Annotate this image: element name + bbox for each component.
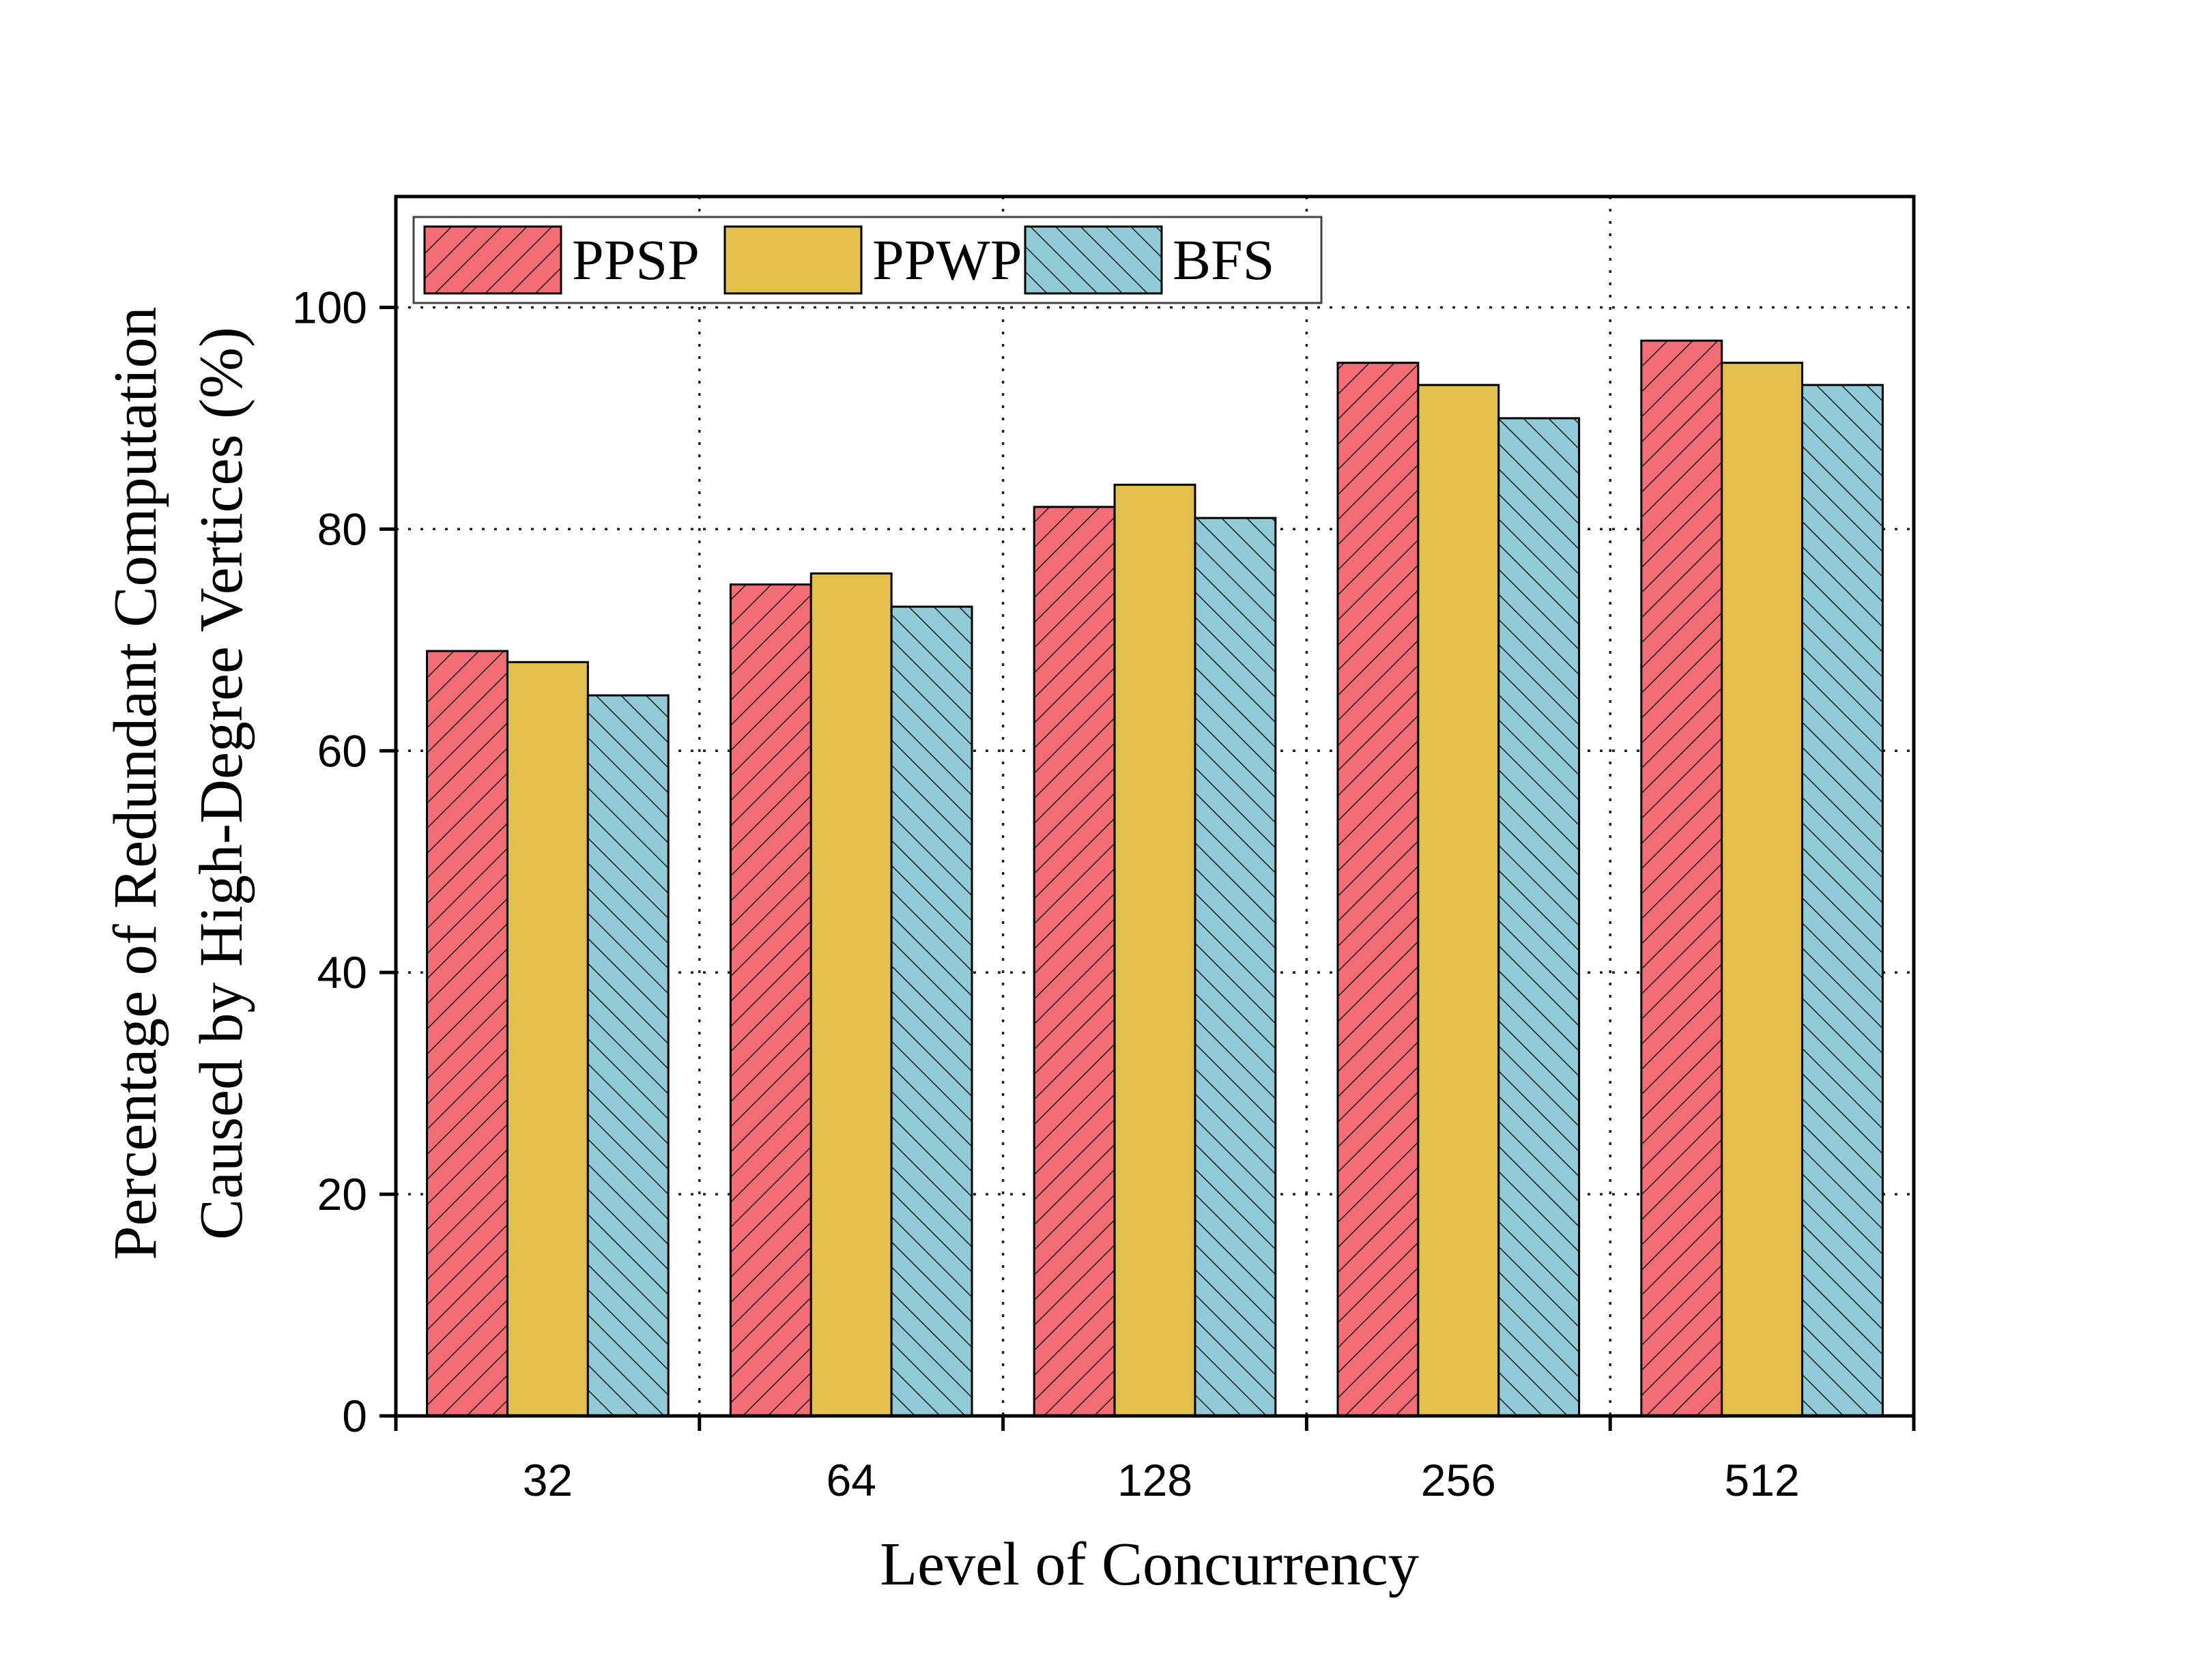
y-axis-title-line-1: Percentage of Redundant Computation [102, 306, 169, 1260]
bar-bfs-256 [1497, 417, 1581, 1417]
bar-hatch [588, 695, 669, 1417]
y-axis-title-line-2: Caused by High-Degree Vertices (%) [188, 327, 255, 1240]
bar-ppsp-128 [1033, 506, 1116, 1417]
axes [379, 194, 1916, 1431]
legend: PPSP PPWP BFS [412, 216, 1323, 304]
bar-fill [1418, 385, 1499, 1416]
legend-item-ppwp: PPWP [723, 225, 1022, 295]
x-axis-title: Level of Concurrency [880, 1531, 1419, 1598]
bar-hatch [1802, 385, 1883, 1416]
y-tick-label-0: 0 [342, 1391, 367, 1441]
legend-label-bfs: BFS [1173, 229, 1274, 292]
y-axis-title: Percentage of Redundant Computation Caus… [102, 306, 255, 1260]
bar-hatch [891, 607, 973, 1417]
bar-ppsp-256 [1336, 362, 1420, 1417]
bar-fill [811, 573, 892, 1416]
x-tick-label-512: 512 [1725, 1455, 1800, 1505]
legend-swatch-hatch [425, 227, 561, 293]
legend-swatch-fill [725, 227, 861, 293]
legend-swatch-outline [1024, 225, 1163, 295]
legend-swatch-hatch [1025, 227, 1162, 293]
legend-label-ppwp: PPWP [872, 229, 1022, 292]
bar-hatch [427, 651, 508, 1416]
bar-fill [1721, 362, 1803, 1416]
x-tick-label-128: 128 [1117, 1455, 1192, 1505]
bars [426, 339, 1884, 1417]
tick-labels: 0 20 40 60 80 100 32 64 128 256 512 [292, 282, 1800, 1505]
bar-hatch [1337, 362, 1418, 1416]
x-tick-label-64: 64 [826, 1455, 876, 1505]
legend-item-bfs: BFS [1024, 225, 1274, 295]
bar-hatch [1034, 506, 1115, 1416]
bar-bfs-32 [586, 694, 670, 1417]
bar-hatch [1194, 518, 1276, 1416]
bar-ppsp-32 [426, 650, 508, 1417]
y-tick-label-80: 80 [317, 504, 367, 554]
y-tick-label-60: 60 [317, 725, 367, 776]
bar-fill [507, 662, 588, 1416]
legend-swatch-outline [423, 225, 562, 295]
bar-bfs-128 [1194, 517, 1277, 1417]
y-tick-label-100: 100 [292, 282, 367, 332]
bar-ppwp-128 [1113, 483, 1196, 1417]
bar-hatch [730, 584, 812, 1417]
x-tick-label-256: 256 [1421, 1455, 1496, 1505]
legend-box [412, 216, 1323, 304]
bar-ppsp-64 [729, 583, 812, 1417]
bar-hatch [1498, 418, 1579, 1416]
bar-fill [1115, 484, 1195, 1416]
bar-bfs-512 [1801, 383, 1884, 1417]
y-tick-label-40: 40 [317, 947, 367, 998]
legend-swatch-outline [723, 225, 863, 295]
bar-ppwp-64 [809, 572, 893, 1417]
bar-ppwp-256 [1417, 383, 1500, 1417]
y-tick-label-20: 20 [317, 1169, 367, 1219]
legend-item-ppsp: PPSP [423, 225, 700, 295]
bar-ppwp-512 [1721, 362, 1804, 1417]
plot-frame [394, 194, 1916, 1418]
bar-hatch [1641, 341, 1722, 1416]
legend-label-ppsp: PPSP [572, 229, 700, 292]
bar-ppsp-512 [1640, 339, 1723, 1417]
bar-bfs-64 [890, 605, 973, 1417]
bar-ppwp-32 [506, 661, 589, 1417]
x-tick-label-32: 32 [523, 1455, 573, 1505]
